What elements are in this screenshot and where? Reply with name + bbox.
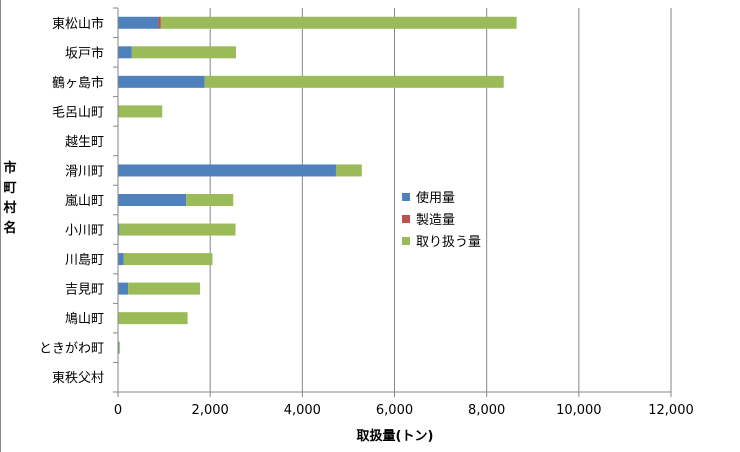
legend-swatch [402,193,410,201]
legend-swatch [402,237,410,245]
category-label: 東秩父村 [52,370,104,386]
legend-label: 使用量 [416,190,455,206]
category-label: 東松山市 [52,16,104,32]
bar-1-10 [118,282,129,295]
bar-3-1 [160,16,517,29]
x-tick-label: 10,000 [556,403,602,418]
category-label: 毛呂山町 [52,105,104,120]
bar-3-2 [131,46,236,59]
category-label: 吉見町 [65,283,104,298]
category-label: 嵐山町 [65,194,104,209]
category-label: 滑川町 [65,164,104,179]
x-tick-label: 2,000 [192,403,229,418]
labels-layer: 東松山市坂戸市鶴ヶ島市毛呂山町越生町滑川町嵐山町小川町川島町吉見町鳩山町ときがわ… [39,16,694,418]
category-label: ときがわ町 [39,342,104,357]
bars-layer [118,16,517,354]
bar-3-3 [204,75,504,88]
x-tick-label: 12,000 [648,403,694,418]
bar-3-10 [128,282,201,295]
bar-1-6 [118,164,336,177]
bar-1-9 [118,253,124,266]
bar-3-8 [119,223,236,236]
bar-1-7 [118,194,187,206]
legend-label: 取り扱う量 [416,235,481,250]
bar-3-7 [186,194,234,206]
category-label: 坂戸市 [65,45,104,61]
bar-1-1 [118,16,159,29]
bar-1-3 [118,75,205,88]
x-tick-label: 8,000 [468,403,505,418]
x-tick-label: 4,000 [284,403,321,418]
legend-swatch [402,215,410,223]
bar-1-2 [118,46,132,59]
bar-2-1 [158,16,161,29]
y-axis-title-char: 町 [3,181,16,196]
axes-layer [113,7,672,397]
frame-left-edge [0,0,1,452]
y-axis-title-char: 名 [3,220,16,236]
category-label: 鶴ヶ島市 [52,75,104,91]
category-label: 越生町 [65,135,104,150]
y-axis-title-char: 村 [3,200,16,216]
bar-3-9 [123,253,213,266]
bar-3-4 [118,105,163,118]
bar-1-8 [118,223,120,236]
bar-3-6 [335,164,362,177]
bar-3-12 [118,341,120,354]
y-axis-title-char: 市 [3,160,16,176]
category-label: 鳩山町 [65,312,104,327]
x-axis-title: 取扱量(トン) [357,428,434,444]
category-label: 小川町 [65,224,104,239]
legend-label: 製造量 [416,213,455,228]
x-tick-label: 0 [114,403,122,418]
bar-3-11 [118,312,188,325]
grid-layer [209,8,672,392]
category-label: 川島町 [65,253,104,268]
x-tick-label: 6,000 [376,403,413,418]
